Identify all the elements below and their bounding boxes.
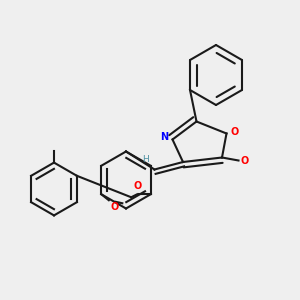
Text: O: O: [110, 202, 118, 212]
Text: O: O: [241, 155, 249, 166]
Text: O: O: [134, 181, 142, 191]
Text: O: O: [230, 127, 238, 137]
Text: N: N: [160, 131, 168, 142]
Text: H: H: [142, 155, 148, 164]
